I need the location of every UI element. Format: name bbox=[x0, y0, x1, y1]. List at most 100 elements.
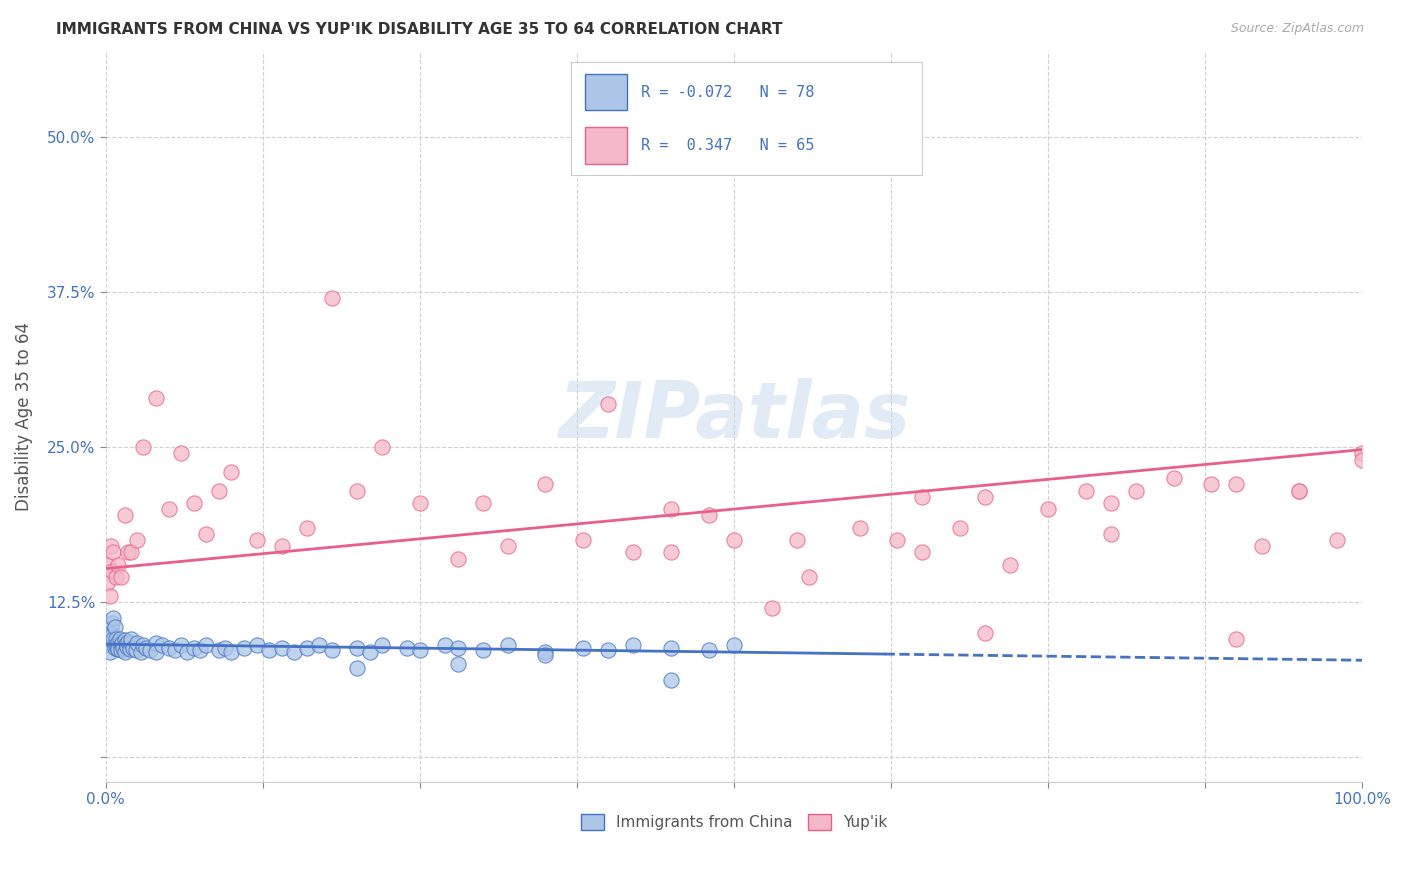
Point bbox=[496, 639, 519, 653]
Point bbox=[129, 644, 152, 658]
Point bbox=[371, 440, 394, 454]
Point bbox=[108, 632, 131, 647]
Point bbox=[103, 611, 125, 625]
Point bbox=[125, 643, 148, 657]
Point bbox=[208, 643, 231, 657]
Point bbox=[270, 640, 292, 655]
Point bbox=[245, 533, 267, 547]
Point bbox=[446, 551, 468, 566]
Point bbox=[346, 483, 368, 498]
Point bbox=[112, 640, 135, 655]
Point bbox=[321, 292, 343, 306]
Point bbox=[1225, 632, 1247, 647]
Point bbox=[974, 626, 997, 640]
Point bbox=[176, 644, 198, 658]
Point bbox=[101, 628, 124, 642]
Point bbox=[534, 644, 557, 658]
Point bbox=[283, 644, 305, 658]
Point bbox=[183, 496, 205, 510]
Point bbox=[208, 483, 231, 498]
Point bbox=[157, 502, 180, 516]
Point bbox=[120, 632, 142, 647]
Text: IMMIGRANTS FROM CHINA VS YUP'IK DISABILITY AGE 35 TO 64 CORRELATION CHART: IMMIGRANTS FROM CHINA VS YUP'IK DISABILI… bbox=[56, 22, 783, 37]
Point bbox=[110, 643, 132, 657]
Point bbox=[118, 642, 141, 657]
Point bbox=[723, 639, 745, 653]
Point bbox=[659, 545, 682, 559]
Point bbox=[107, 558, 129, 572]
Point bbox=[471, 643, 494, 657]
Point bbox=[114, 508, 136, 523]
Point bbox=[111, 636, 134, 650]
Point bbox=[115, 640, 138, 654]
Point bbox=[103, 632, 125, 647]
Point bbox=[911, 545, 934, 559]
Point bbox=[396, 640, 419, 655]
Point bbox=[1036, 502, 1059, 516]
Point bbox=[94, 639, 117, 653]
Point bbox=[117, 634, 139, 648]
Point bbox=[1099, 527, 1122, 541]
Point bbox=[157, 640, 180, 655]
Point bbox=[1225, 477, 1247, 491]
Point bbox=[723, 533, 745, 547]
Point bbox=[697, 508, 720, 523]
Point bbox=[761, 601, 783, 615]
Point bbox=[1351, 446, 1374, 460]
Point bbox=[107, 642, 129, 657]
Point bbox=[163, 643, 186, 657]
Point bbox=[107, 634, 129, 648]
Point bbox=[110, 570, 132, 584]
Point bbox=[97, 632, 120, 647]
Point bbox=[145, 391, 167, 405]
Point bbox=[697, 643, 720, 657]
Text: Source: ZipAtlas.com: Source: ZipAtlas.com bbox=[1230, 22, 1364, 36]
Point bbox=[132, 440, 155, 454]
Point bbox=[598, 643, 620, 657]
Point bbox=[115, 637, 138, 651]
Point bbox=[105, 640, 128, 655]
Point bbox=[101, 564, 124, 578]
Point bbox=[346, 640, 368, 655]
Point bbox=[104, 639, 127, 653]
Point bbox=[221, 465, 243, 479]
Point bbox=[214, 640, 236, 655]
Point bbox=[1074, 483, 1097, 498]
Point bbox=[623, 545, 645, 559]
Point bbox=[359, 644, 381, 658]
Point bbox=[974, 490, 997, 504]
Point bbox=[496, 539, 519, 553]
Point bbox=[371, 639, 394, 653]
Point bbox=[886, 533, 908, 547]
Point bbox=[150, 639, 173, 653]
Point bbox=[120, 545, 142, 559]
Point bbox=[170, 639, 193, 653]
Legend: Immigrants from China, Yup'ik: Immigrants from China, Yup'ik bbox=[575, 808, 893, 836]
Point bbox=[308, 639, 330, 653]
Point bbox=[188, 643, 211, 657]
Point bbox=[1199, 477, 1222, 491]
Point bbox=[848, 521, 870, 535]
Point bbox=[409, 496, 432, 510]
Point bbox=[1163, 471, 1185, 485]
Point bbox=[257, 643, 280, 657]
Point bbox=[104, 620, 127, 634]
Point bbox=[1250, 539, 1272, 553]
Point bbox=[346, 661, 368, 675]
Point bbox=[195, 527, 218, 541]
Point bbox=[1099, 496, 1122, 510]
Point bbox=[100, 539, 122, 553]
Point bbox=[659, 673, 682, 687]
Point bbox=[295, 640, 318, 655]
Point bbox=[98, 644, 121, 658]
Point bbox=[949, 521, 972, 535]
Point bbox=[911, 490, 934, 504]
Point bbox=[295, 521, 318, 535]
Point bbox=[97, 558, 120, 572]
Point bbox=[1000, 558, 1022, 572]
Point bbox=[534, 477, 557, 491]
Point bbox=[534, 648, 557, 663]
Point bbox=[1326, 533, 1348, 547]
Point bbox=[104, 640, 127, 655]
Point bbox=[1288, 483, 1310, 498]
